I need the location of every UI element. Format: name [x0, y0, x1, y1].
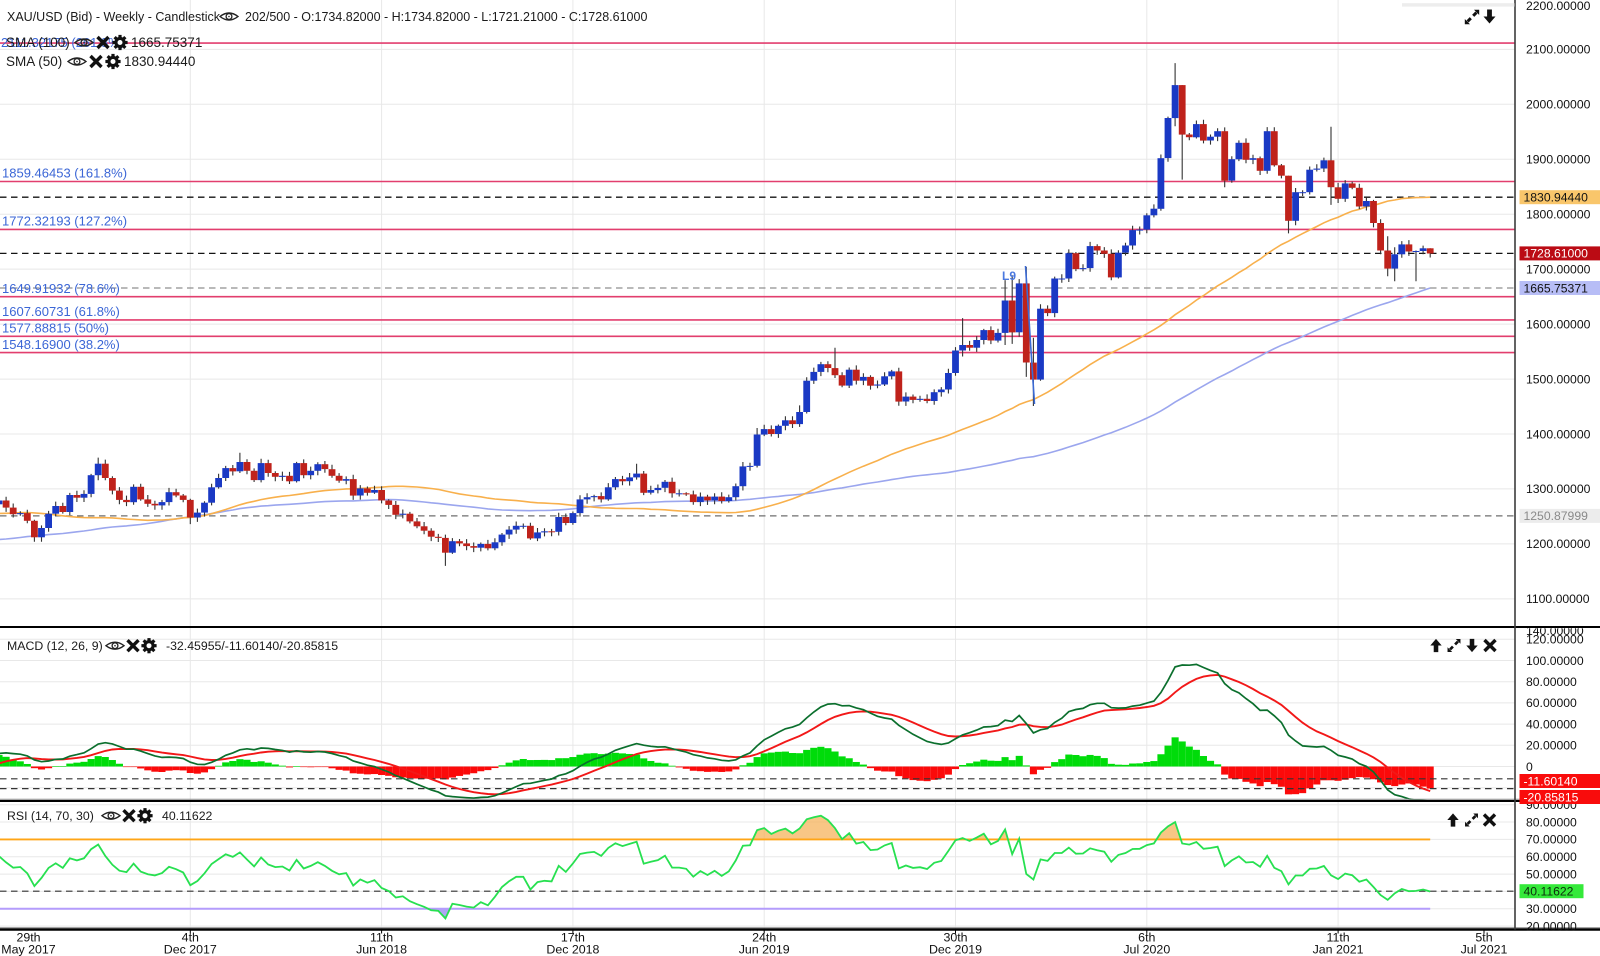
- svg-text:1665.75371: 1665.75371: [131, 35, 202, 50]
- svg-text:Jul 2020: Jul 2020: [1123, 943, 1170, 956]
- svg-text:4th: 4th: [182, 931, 199, 945]
- svg-text:May 2017: May 2017: [1, 943, 56, 956]
- svg-text:2111.32175 (261.8%): 2111.32175 (261.8%): [1, 35, 124, 50]
- svg-text:RSI (14, 70, 30): RSI (14, 70, 30): [7, 809, 94, 823]
- svg-text:80.00000: 80.00000: [1526, 675, 1577, 689]
- svg-text:17th: 17th: [561, 931, 585, 945]
- svg-text:XAU/USD (Bid) - Weekly - Candl: XAU/USD (Bid) - Weekly - Candlestick: [7, 10, 221, 24]
- svg-text:1500.00000: 1500.00000: [1526, 372, 1591, 386]
- svg-text:1100.00000: 1100.00000: [1526, 592, 1590, 606]
- svg-text:1600.00000: 1600.00000: [1526, 317, 1591, 331]
- svg-text:1665.75371: 1665.75371: [1524, 281, 1589, 295]
- svg-text:L9: L9: [1002, 269, 1016, 283]
- svg-text:1250.87999: 1250.87999: [1524, 509, 1589, 523]
- svg-text:120.00000: 120.00000: [1526, 633, 1584, 647]
- svg-text:-32.45955/-11.60140/-20.85815: -32.45955/-11.60140/-20.85815: [166, 639, 338, 653]
- svg-text:-20.85815: -20.85815: [1524, 790, 1579, 804]
- svg-text:50.00000: 50.00000: [1526, 867, 1577, 881]
- svg-text:60.00000: 60.00000: [1526, 696, 1577, 710]
- svg-text:Jun 2019: Jun 2019: [739, 943, 790, 956]
- svg-text:100.00000: 100.00000: [1526, 654, 1584, 668]
- svg-text:Dec 2018: Dec 2018: [546, 943, 599, 956]
- svg-text:6th: 6th: [1138, 931, 1155, 945]
- svg-text:1800.00000: 1800.00000: [1526, 208, 1591, 222]
- svg-text:24th: 24th: [752, 931, 776, 945]
- svg-text:1900.00000: 1900.00000: [1526, 153, 1591, 167]
- svg-text:1577.88815 (50%): 1577.88815 (50%): [2, 321, 109, 336]
- svg-text:SMA (100): SMA (100): [6, 35, 70, 50]
- svg-text:1649.91932 (78.6%): 1649.91932 (78.6%): [2, 281, 120, 296]
- svg-text:1400.00000: 1400.00000: [1526, 427, 1591, 441]
- svg-text:1700.00000: 1700.00000: [1526, 262, 1591, 276]
- svg-text:1607.60731 (61.8%): 1607.60731 (61.8%): [2, 304, 120, 319]
- svg-text:-11.60140: -11.60140: [1524, 774, 1578, 788]
- svg-text:Dec 2017: Dec 2017: [164, 943, 217, 956]
- svg-text:1772.32193 (127.2%): 1772.32193 (127.2%): [2, 214, 127, 229]
- svg-text:140.00000: 140.00000: [1526, 624, 1584, 638]
- svg-text:1200.00000: 1200.00000: [1526, 537, 1591, 551]
- svg-text:1300.00000: 1300.00000: [1526, 482, 1591, 496]
- svg-text:11th: 11th: [1326, 931, 1349, 945]
- svg-text:2200.00000: 2200.00000: [1526, 0, 1591, 13]
- svg-text:40.00000: 40.00000: [1526, 717, 1577, 731]
- svg-text:20.00000: 20.00000: [1526, 739, 1577, 753]
- svg-text:Jul 2021: Jul 2021: [1461, 943, 1508, 956]
- svg-text:0: 0: [1526, 760, 1533, 774]
- svg-text:SMA (50): SMA (50): [6, 54, 62, 69]
- svg-text:29th: 29th: [16, 931, 40, 945]
- svg-text:30th: 30th: [943, 931, 967, 945]
- svg-text:1830.94440: 1830.94440: [124, 54, 195, 69]
- svg-text:40.11622: 40.11622: [162, 809, 213, 823]
- svg-text:60.00000: 60.00000: [1526, 850, 1577, 864]
- svg-text:Jan 2021: Jan 2021: [1313, 943, 1364, 956]
- svg-text:2000.00000: 2000.00000: [1526, 98, 1591, 112]
- svg-text:1548.16900 (38.2%): 1548.16900 (38.2%): [2, 337, 120, 352]
- svg-text:80.00000: 80.00000: [1526, 815, 1577, 829]
- svg-text:2100.00000: 2100.00000: [1526, 43, 1591, 57]
- svg-text:70.00000: 70.00000: [1526, 833, 1577, 847]
- svg-text:1859.46453 (161.8%): 1859.46453 (161.8%): [2, 166, 127, 181]
- svg-text:30.00000: 30.00000: [1526, 902, 1577, 916]
- svg-text:5th: 5th: [1475, 931, 1492, 945]
- svg-text:20.00000: 20.00000: [1526, 919, 1577, 933]
- svg-text:11th: 11th: [370, 931, 393, 945]
- svg-text:MACD (12, 26, 9): MACD (12, 26, 9): [7, 639, 103, 653]
- svg-text:40.11622: 40.11622: [1524, 885, 1574, 899]
- svg-text:1728.61000: 1728.61000: [1524, 247, 1589, 261]
- svg-text:202/500 - O:1734.82000 - H:173: 202/500 - O:1734.82000 - H:1734.82000 - …: [245, 10, 647, 24]
- svg-text:Jun 2018: Jun 2018: [356, 943, 407, 956]
- svg-text:1830.94440: 1830.94440: [1524, 191, 1589, 205]
- svg-text:Dec 2019: Dec 2019: [929, 943, 982, 956]
